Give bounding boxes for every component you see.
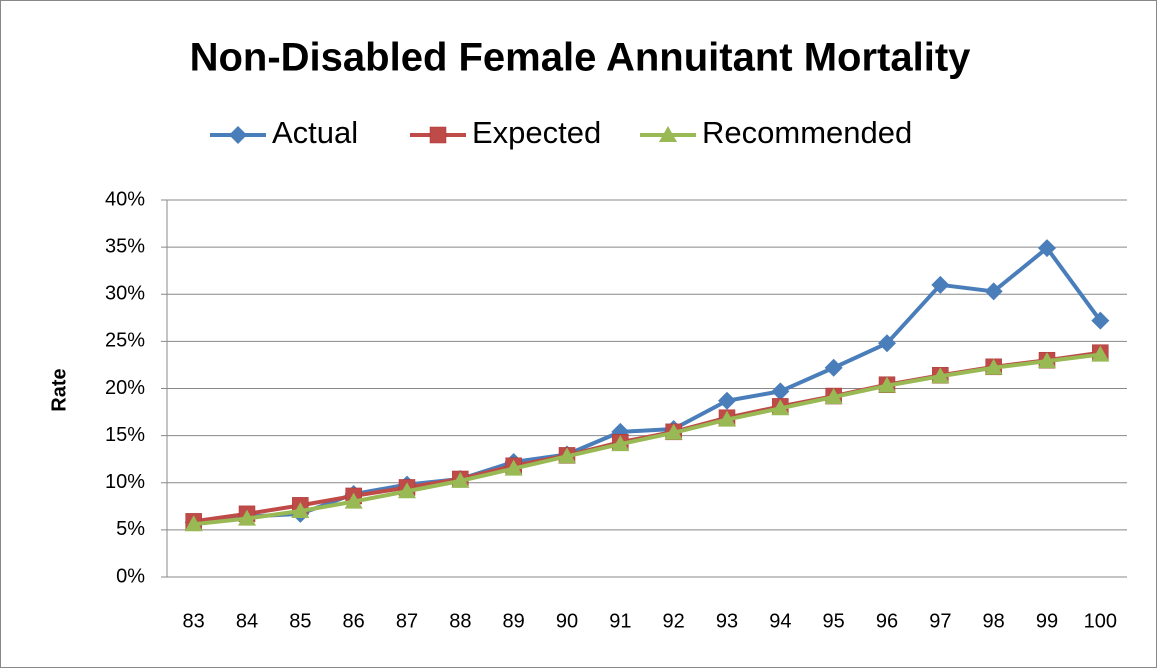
data-point [878, 376, 896, 393]
y-tick-label: 20% [105, 377, 145, 399]
y-tick-label: 25% [105, 330, 145, 352]
data-point [184, 515, 203, 532]
data-point [931, 367, 950, 384]
x-tick-label: 83 [183, 610, 205, 632]
y-tick-label: 5% [116, 518, 145, 540]
data-point [984, 282, 1003, 301]
chart-title: Non-Disabled Female Annuitant Mortality [190, 36, 972, 80]
data-point [344, 492, 363, 509]
x-tick-label: 98 [983, 610, 1005, 632]
y-tick-label: 35% [105, 235, 145, 257]
data-point [824, 387, 843, 404]
x-tick-label: 85 [289, 610, 311, 632]
y-axis-label: Rate [48, 368, 70, 411]
x-tick-label: 99 [1036, 610, 1058, 632]
x-tick-label: 92 [663, 610, 685, 632]
data-point [451, 471, 470, 488]
data-point [1091, 311, 1110, 330]
data-point [291, 502, 310, 519]
x-tick-label: 91 [609, 610, 631, 632]
series-line [193, 352, 1101, 527]
data-point [398, 482, 416, 499]
legend-marker [429, 126, 447, 144]
y-tick-label: 15% [105, 424, 145, 446]
x-tick-label: 93 [716, 610, 738, 632]
x-tick-label: 89 [503, 610, 525, 632]
legend-label: Actual [272, 115, 358, 150]
data-point [771, 382, 790, 401]
data-point [1091, 345, 1110, 362]
data-point [504, 459, 523, 476]
data-point [878, 334, 896, 353]
data-point [611, 435, 630, 452]
data-point [931, 275, 950, 294]
data-point [558, 447, 576, 464]
data-point [824, 358, 843, 377]
data-point [1038, 239, 1056, 258]
legend-label: Expected [472, 115, 601, 150]
x-tick-label: 94 [769, 610, 791, 632]
x-tick-label: 84 [236, 610, 258, 632]
x-tick-label: 97 [929, 610, 951, 632]
x-tick-label: 96 [876, 610, 898, 632]
y-tick-label: 0% [116, 565, 145, 587]
legend-label: Recommended [702, 115, 912, 150]
y-tick-label: 10% [105, 471, 145, 493]
y-tick-label: 30% [105, 283, 145, 305]
data-point [718, 410, 736, 427]
legend-marker [229, 126, 247, 144]
data-point [718, 391, 736, 410]
data-point [984, 358, 1003, 375]
data-point [771, 399, 790, 416]
data-point [238, 509, 256, 526]
legend-marker [659, 126, 677, 142]
x-tick-label: 95 [823, 610, 845, 632]
x-tick-label: 86 [343, 610, 365, 632]
data-point [664, 423, 683, 440]
x-tick-label: 87 [396, 610, 418, 632]
x-tick-label: 88 [449, 610, 471, 632]
data-point [1038, 352, 1056, 369]
y-tick-label: 40% [105, 188, 145, 210]
x-tick-label: 90 [556, 610, 578, 632]
x-tick-label: 100 [1084, 610, 1117, 632]
